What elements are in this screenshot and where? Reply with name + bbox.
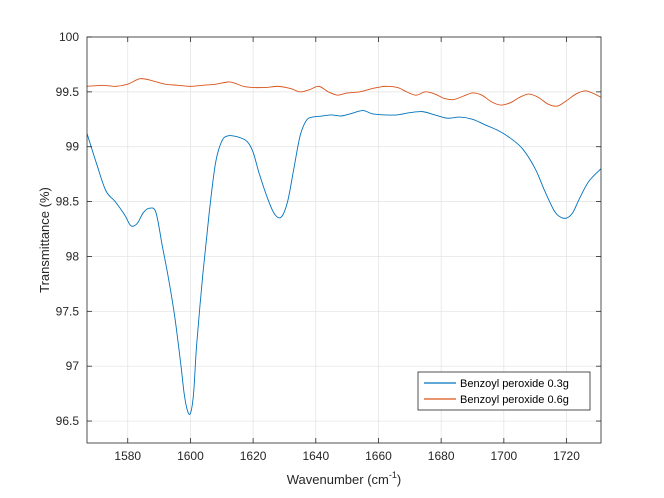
plot-area-frame [86,36,602,444]
series-line [87,78,601,107]
x-tick-label: 1600 [177,449,204,463]
legend: Benzoyl peroxide 0.3g Benzoyl peroxide 0… [417,371,591,411]
x-tick-label: 1680 [428,449,455,463]
x-tick-label: 1660 [365,449,392,463]
y-tick-label: 97.5 [56,304,80,318]
plot-series [87,78,601,415]
y-tick-label: 99 [66,140,80,154]
x-tick-label: 1620 [240,449,267,463]
y-tick-label: 99.5 [56,85,80,99]
x-axis-label: Wavenumber (cm-1) [287,470,401,487]
y-tick-label: 100 [59,30,79,44]
series-0.6g [87,78,601,107]
x-tick-label: 1720 [553,449,580,463]
series-0.3g [87,110,601,415]
legend-box [417,371,591,411]
y-tick-label: 98 [66,249,80,263]
series-line [87,110,601,415]
x-tick-label: 1640 [302,449,329,463]
legend-label-0.3g: Benzoyl peroxide 0.3g [460,378,569,390]
x-tick-label: 1700 [490,449,517,463]
y-tick-label: 96.5 [56,414,80,428]
x-tick-label: 1580 [114,449,141,463]
axis-ticks: 1580 1600 1620 1640 1660 1680 1700 1720 96.5 97 97… [56,30,601,463]
y-axis-label: Transmittance (%) [37,187,52,293]
y-tick-label: 98.5 [56,195,80,209]
grid-lines [87,36,601,443]
legend-label-0.6g: Benzoyl peroxide 0.6g [460,394,569,406]
y-tick-label: 97 [66,359,80,373]
